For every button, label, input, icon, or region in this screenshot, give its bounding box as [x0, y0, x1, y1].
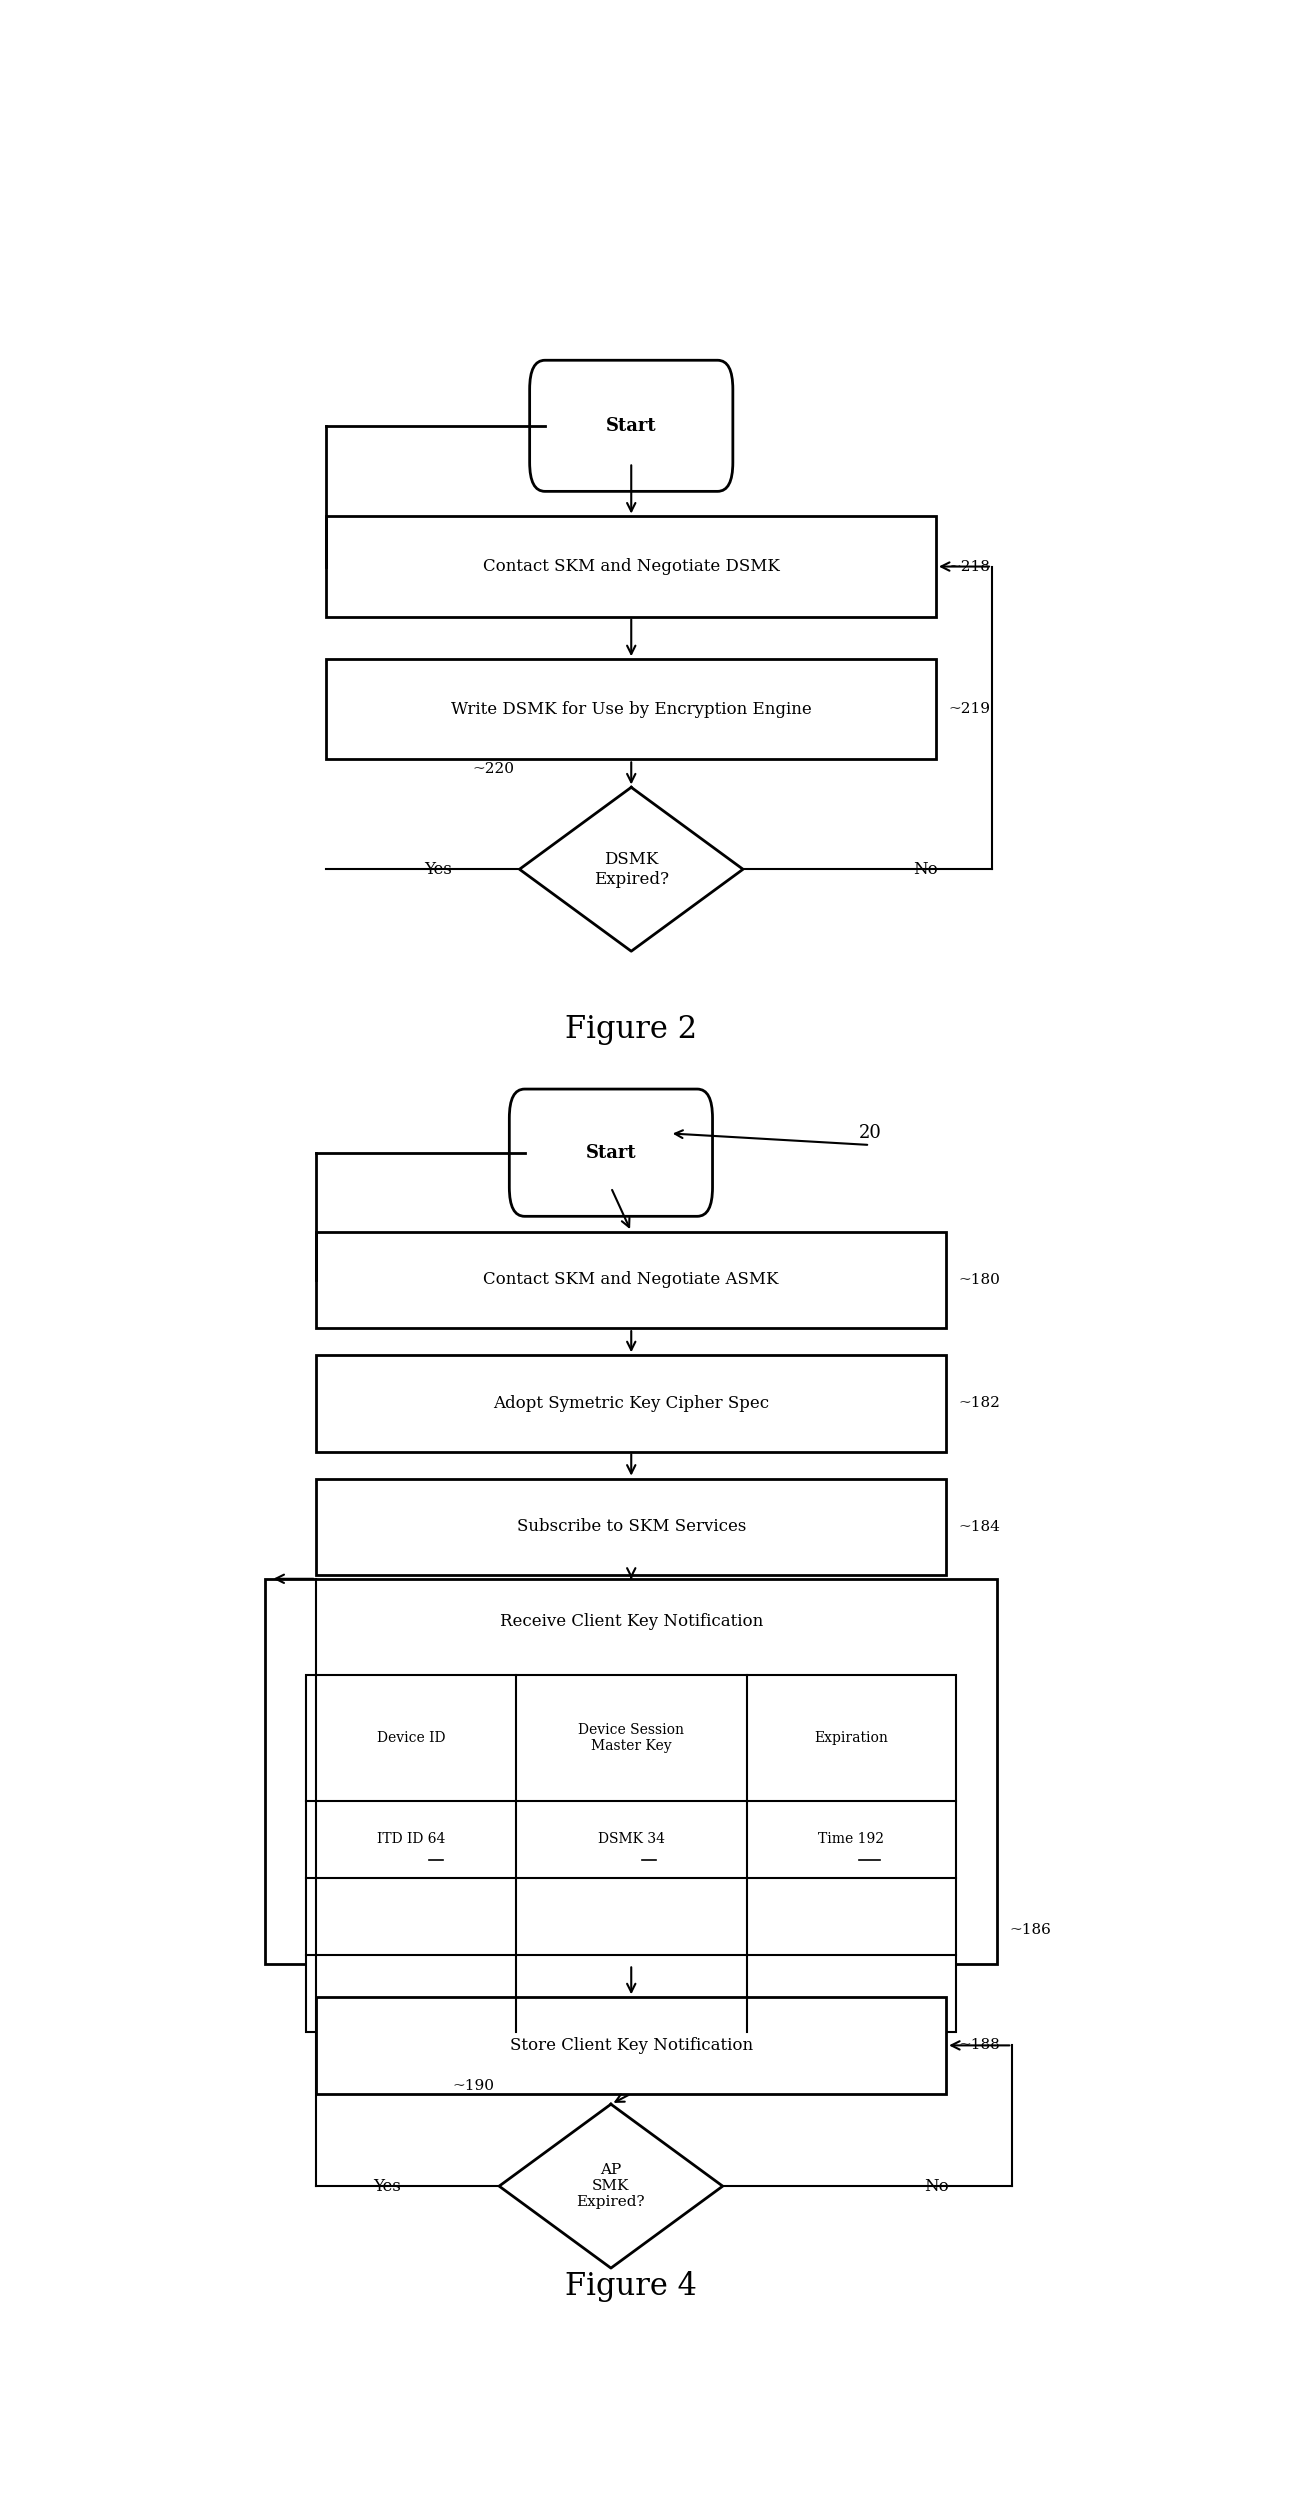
Text: ~218: ~218 [948, 558, 990, 573]
Text: Yes: Yes [374, 2178, 401, 2194]
Text: Adopt Symetric Key Cipher Spec: Adopt Symetric Key Cipher Spec [493, 1395, 770, 1412]
Text: Figure 2: Figure 2 [565, 1014, 697, 1044]
Text: Contact SKM and Negotiate DSMK: Contact SKM and Negotiate DSMK [482, 558, 780, 576]
Bar [326, 659, 936, 759]
Text: ~182: ~182 [958, 1397, 1000, 1410]
Text: DSMK
Expired?: DSMK Expired? [594, 851, 669, 886]
Text: AP
SMK
Expired?: AP SMK Expired? [577, 2163, 645, 2209]
Text: Contact SKM and Negotiate ASMK: Contact SKM and Negotiate ASMK [484, 1272, 779, 1290]
Text: Device Session
Master Key: Device Session Master Key [578, 1723, 684, 1753]
Bar [316, 1998, 947, 2093]
Bar [326, 516, 936, 616]
Bar [316, 1232, 947, 1327]
Text: Device ID: Device ID [376, 1730, 446, 1745]
FancyBboxPatch shape [530, 361, 733, 491]
Text: Write DSMK for Use by Encryption Engine: Write DSMK for Use by Encryption Engine [451, 701, 812, 719]
Text: ~190: ~190 [452, 2078, 494, 2093]
Bar [266, 1580, 998, 1966]
Text: ~220: ~220 [472, 761, 514, 776]
Text: No: No [924, 2178, 948, 2194]
Text: ~219: ~219 [948, 701, 990, 716]
Text: ITD ID 64: ITD ID 64 [376, 1833, 446, 1845]
Text: Receive Client Key Notification: Receive Client Key Notification [499, 1613, 763, 1630]
Text: Expiration: Expiration [814, 1730, 889, 1745]
Bar [316, 1477, 947, 1575]
Text: Figure 4: Figure 4 [565, 2271, 697, 2301]
FancyBboxPatch shape [509, 1089, 713, 1217]
Text: Start: Start [586, 1144, 636, 1162]
Text: Time 192: Time 192 [818, 1833, 885, 1845]
Bar [307, 1675, 957, 2031]
Text: ~180: ~180 [958, 1272, 1000, 1287]
Text: ~188: ~188 [958, 2038, 1000, 2053]
Text: Store Client Key Notification: Store Client Key Notification [510, 2036, 753, 2053]
Text: ~186: ~186 [1009, 1923, 1051, 1936]
Text: 20: 20 [859, 1124, 881, 1142]
Text: Start: Start [606, 416, 657, 436]
Text: DSMK 34: DSMK 34 [598, 1833, 665, 1845]
Text: Subscribe to SKM Services: Subscribe to SKM Services [517, 1517, 746, 1535]
Text: ~184: ~184 [958, 1520, 1000, 1535]
Text: No: No [914, 861, 939, 879]
Bar [316, 1355, 947, 1452]
Text: Yes: Yes [425, 861, 452, 879]
